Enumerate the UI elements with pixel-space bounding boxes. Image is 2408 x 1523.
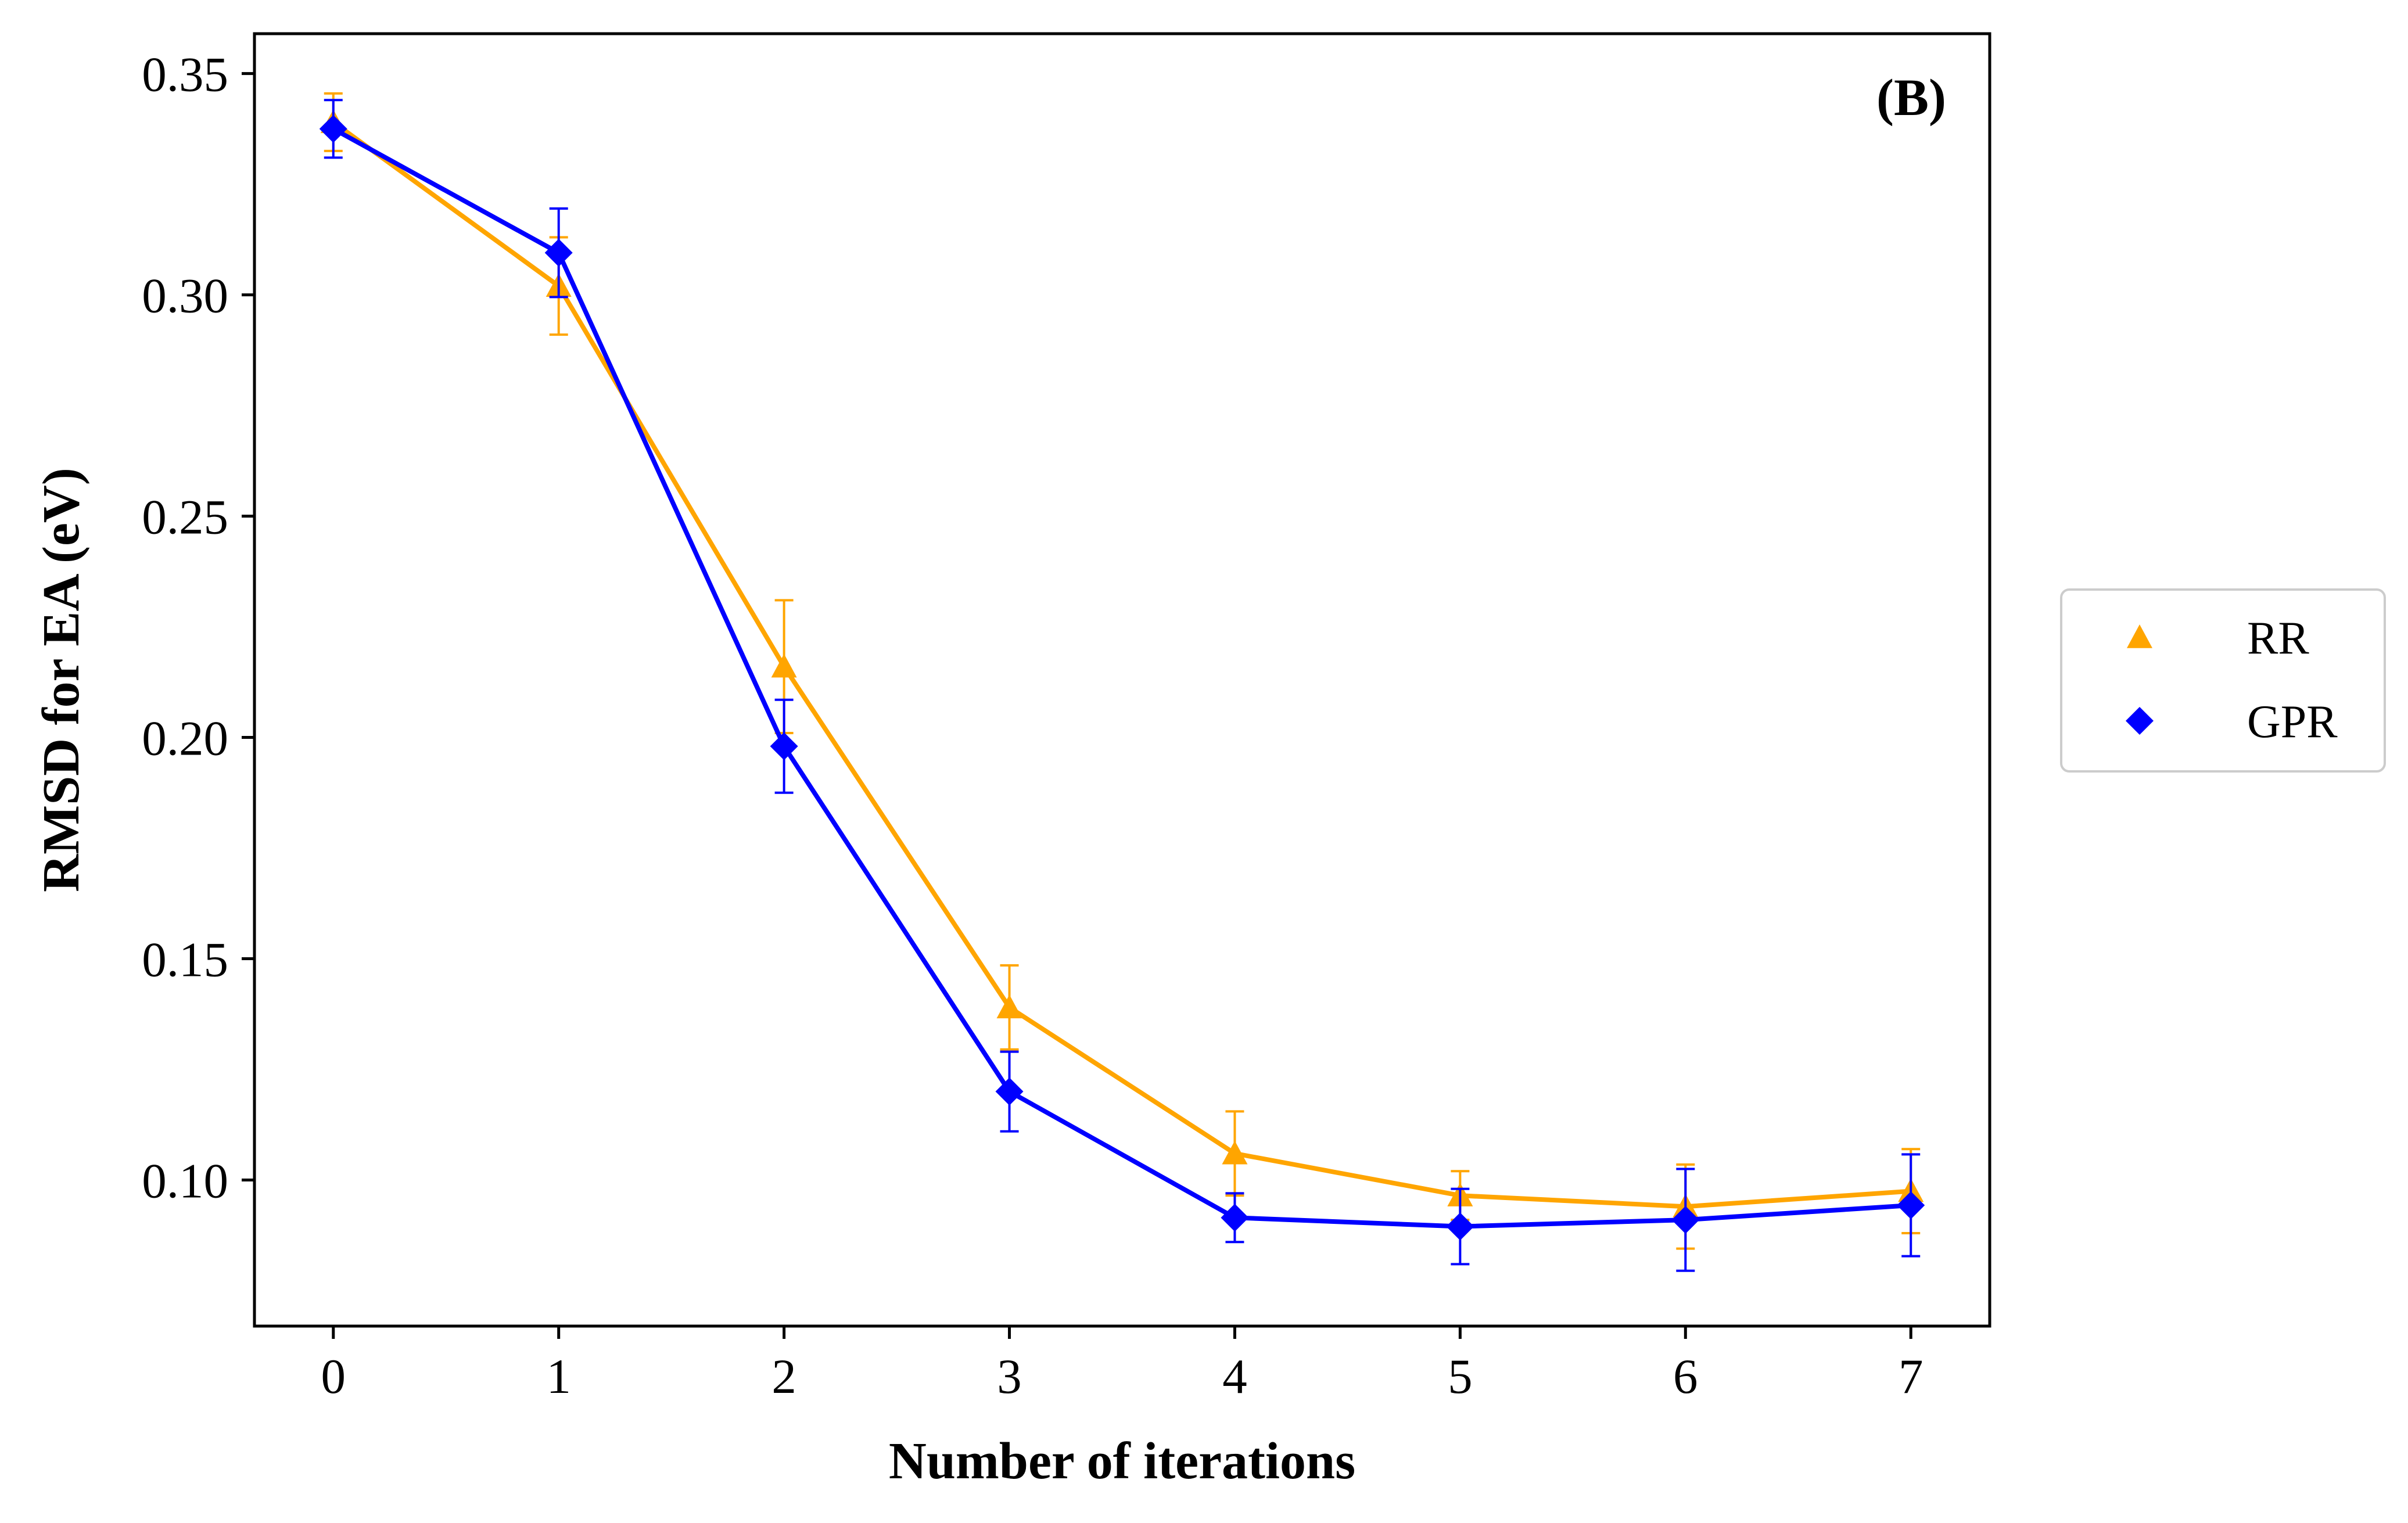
y-tick-label: 0.10 [142,1154,228,1209]
series-gpr [319,99,1925,1272]
y-tick-label: 0.35 [142,48,228,102]
y-tick-label: 0.20 [142,712,228,766]
data-point-gpr [544,239,573,267]
x-tick-label: 1 [546,1349,571,1404]
data-point-rr [1222,1140,1248,1165]
series-line-gpr [332,127,1911,1229]
data-point-gpr [995,1077,1024,1106]
legend-entries: RR GPR [2126,613,2338,748]
series-line-rr [332,120,1911,1209]
x-tick-label: 7 [1899,1349,1923,1404]
x-tick-label: 0 [321,1349,346,1404]
data-point-gpr [1671,1206,1700,1234]
data-point-gpr [1897,1191,1925,1219]
plot-frame [253,32,1991,1328]
data-point-rr [996,994,1022,1019]
legend-marker-rr [2127,624,2152,648]
panel-label: (B) [1876,69,1946,127]
x-tick-label: 5 [1448,1349,1473,1404]
data-point-gpr [319,114,347,143]
data-point-gpr [1446,1212,1474,1241]
data-point-gpr [1221,1204,1249,1232]
y-tick-label: 0.30 [142,269,228,324]
x-tick-label: 2 [771,1349,796,1404]
y-tick-label: 0.15 [142,933,228,987]
data-point-gpr [770,732,798,760]
x-tick-label: 3 [997,1349,1022,1404]
x-axis-title: Number of iterations [889,1432,1355,1490]
data-point-rr [771,653,797,678]
y-axis: 0.10 0.15 0.20 0.25 0.30 0.35 [142,48,254,1209]
legend-label-gpr: GPR [2247,696,2338,748]
y-tick-label: 0.25 [142,490,228,545]
legend-label-rr: RR [2247,613,2309,664]
series-layer [319,92,1925,1272]
x-axis: 0 1 2 3 4 5 6 7 [321,1326,1923,1404]
x-tick-label: 4 [1222,1349,1247,1404]
legend-marker-gpr [2126,707,2154,735]
legend: RR GPR [2060,588,2386,773]
y-axis-title: RMSD for EA (eV) [33,468,90,892]
x-tick-label: 6 [1673,1349,1698,1404]
